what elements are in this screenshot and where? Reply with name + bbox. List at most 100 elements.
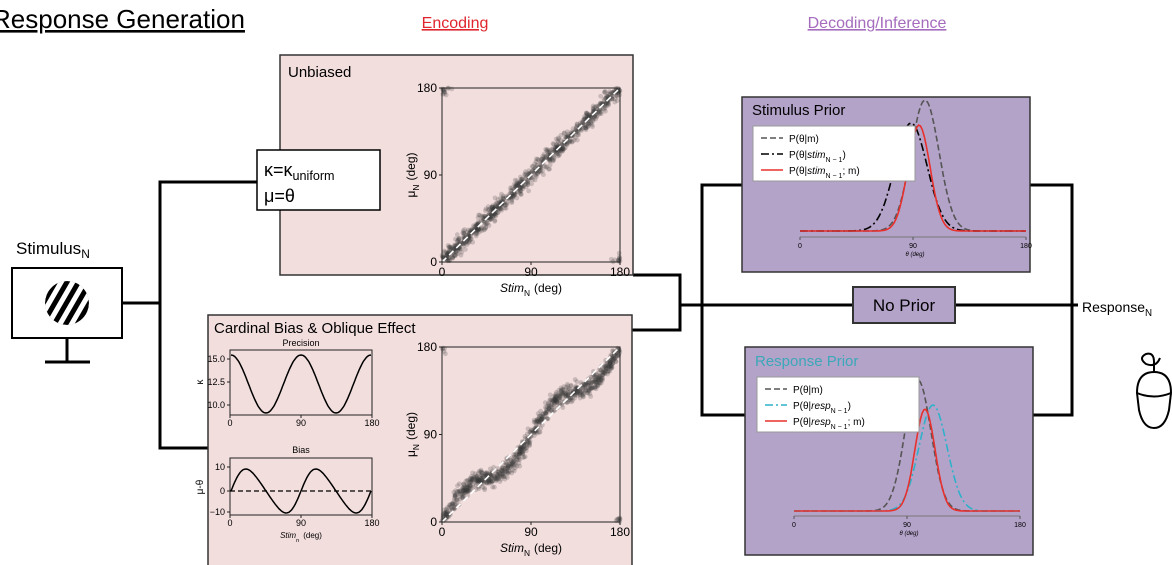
section-title: Encoding [422,15,489,32]
scatter-point [599,377,604,382]
scatter-point [465,483,470,488]
label-part: Response [1082,299,1145,315]
scatter-point [522,172,527,177]
y-axis-label: κ [195,379,206,385]
label-part: P(θ| [793,401,811,412]
x-axis-label: θ (deg) [900,531,919,537]
scatter-point [519,192,524,197]
x-tick-label: 90 [903,522,911,529]
label-part: ; m) [842,166,859,177]
panel-title: Stimulus Prior [752,102,845,119]
label-part: (deg) [534,281,562,295]
scatter-point [470,470,475,475]
label-part: Stim [500,541,524,555]
scatter-point [540,414,545,419]
label-part: (deg) [303,531,322,540]
label-part: N [524,548,530,558]
scatter-point [444,508,449,513]
panel-title: Unbiased [288,64,351,81]
y-tick-label: 10.0 [207,400,225,410]
stimulus-label: StimulusN [16,239,90,261]
x-axis-label: θ (deg) [906,252,925,258]
scatter-point [536,158,541,163]
scatter-point [459,492,464,497]
scatter-point [503,474,508,479]
monitor-stand [45,338,90,362]
x-tick-label: 0 [439,525,446,539]
scatter-point [498,196,503,201]
scatter-point [538,430,543,435]
y-tick-label: 180 [417,81,437,95]
scatter-point [455,483,460,488]
scatter-point [487,478,492,483]
scatter-point [511,453,516,458]
wire [1030,185,1072,415]
panel-title: Cardinal Bias & Oblique Effect [214,320,416,337]
scatter-point [543,147,548,152]
scatter-point [518,451,523,456]
scatter-point [592,105,597,110]
scatter-point [483,225,488,230]
scatter-point [573,377,578,382]
scatter-point [490,485,495,490]
stimulus-prior-panel [742,97,1030,272]
scatter-point [562,131,567,136]
scatter-point [589,121,594,126]
x-tick-label: 180 [610,525,630,539]
x-tick-label: 90 [296,518,306,528]
scatter-point [538,170,543,175]
label-part: N [524,288,530,298]
mouse-cable [1142,354,1160,372]
legend-label: P(θ|m) [793,385,823,396]
x-tick-label: 0 [439,265,446,279]
scatter-point [538,409,543,414]
mouse-button [1137,393,1171,397]
label-part: ) [842,150,845,161]
scatter-point [609,363,614,368]
scatter-point [461,230,466,235]
scatter-point [455,232,460,237]
y-tick-label: 15.0 [207,354,225,364]
scatter-point [584,125,589,130]
scatter-point [460,486,465,491]
label-part: N [1145,308,1152,319]
y-tick-label: 12.5 [207,377,225,387]
scatter-point [605,370,610,375]
scatter-point [470,477,475,482]
label-part: ) [848,401,851,412]
label-part: ; m) [848,417,865,428]
x-tick-label: 90 [296,418,306,428]
scatter-point [519,177,524,182]
mouse-icon [1137,354,1171,428]
label-part: N − 1 [831,424,848,431]
scatter-point [523,434,528,439]
scatter-point [453,493,458,498]
label-part: Stim [280,531,296,540]
scatter-point [612,100,617,105]
scatter-point [575,138,580,143]
scatter-point [503,470,508,475]
label-part: N [411,185,421,191]
label-part: N [81,247,90,261]
x-tick-label: 180 [364,518,379,528]
scatter-point [534,421,539,426]
scatter-point [547,404,552,409]
scatter-point [465,489,470,494]
y-axis-label: μ-θ [195,479,206,494]
scatter-point [595,384,600,389]
label-part: resp [811,401,831,412]
label-part: N [411,444,421,450]
wire [632,275,680,330]
x-tick-label: 90 [909,243,917,250]
label-part: Stimulus [16,239,81,258]
scatter-point [583,387,588,392]
scatter-point [567,386,572,391]
y-tick-label: 90 [424,168,438,182]
scatter-point [526,439,531,444]
scatter-point [511,459,516,464]
scatter-point [513,178,518,183]
label-part: (deg) [534,541,562,555]
scatter-point [506,464,511,469]
scatter-point [566,393,571,398]
x-tick-label: 90 [524,265,538,279]
